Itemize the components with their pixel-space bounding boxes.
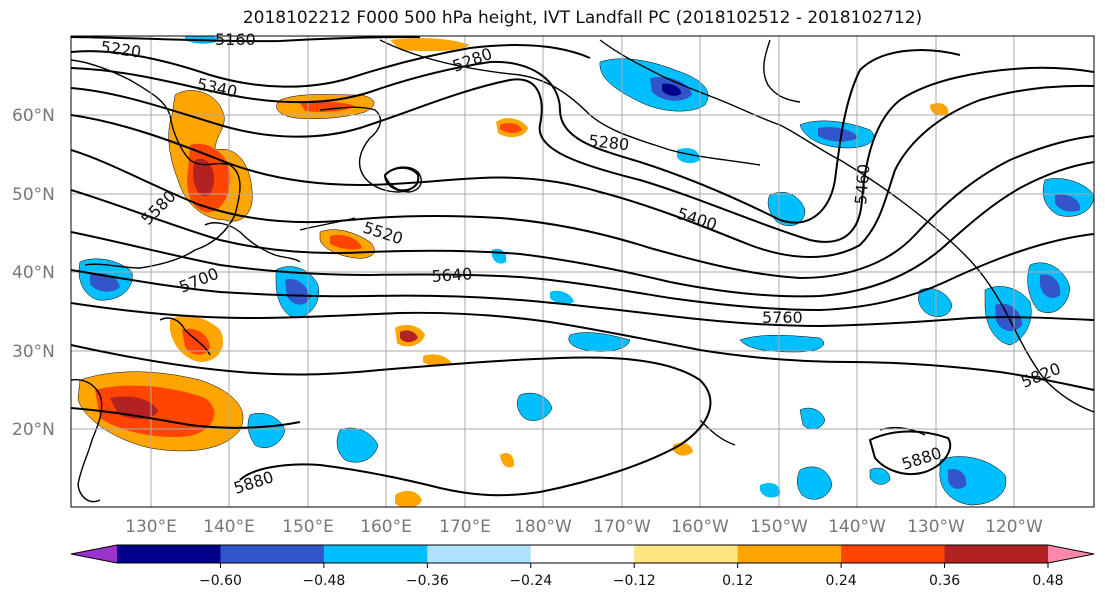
colorbar-swatch <box>323 545 428 563</box>
colorbar-swatch <box>220 545 325 563</box>
lon-label: 170°W <box>593 517 651 537</box>
colorbar-tick-label: 0.48 <box>1032 573 1063 589</box>
coastlines <box>71 39 1094 503</box>
map-title: 2018102212 F000 500 hPa height, IVT Land… <box>242 8 923 28</box>
height-contours <box>71 36 1094 497</box>
contour-label: 5460 <box>851 163 873 205</box>
colorbar-tick-label: −0.36 <box>406 573 449 589</box>
colorbar-swatch <box>530 545 635 563</box>
lon-label: 130°W <box>907 517 965 537</box>
colorbar-extend-high <box>1048 545 1094 563</box>
colorbar-swatch <box>427 545 532 563</box>
contour-label: 5280 <box>588 131 630 154</box>
lon-label: 120°W <box>985 517 1043 537</box>
lon-label: 140°W <box>828 517 886 537</box>
colorbar-swatch <box>117 545 221 563</box>
colorbar-swatch <box>944 545 1049 563</box>
lon-label: 150°W <box>750 517 808 537</box>
lat-label: 40°N <box>12 263 55 283</box>
longitude-labels: 130°E 140°E 150°E 160°E 170°E 180°W 170°… <box>125 517 1043 537</box>
lon-label: 160°E <box>360 517 412 537</box>
colorbar-tick-label: 0.24 <box>826 573 857 589</box>
latitude-labels: 60°N 50°N 40°N 30°N 20°N <box>12 106 55 440</box>
lon-label: 150°E <box>282 517 334 537</box>
lon-label: 140°E <box>203 517 255 537</box>
lat-label: 20°N <box>12 420 55 440</box>
contour-label: 5760 <box>762 308 803 327</box>
lon-label: 180°W <box>514 517 572 537</box>
lat-label: 30°N <box>12 342 55 362</box>
contour-label: 5640 <box>431 264 473 286</box>
colorbar: −0.60 −0.48 −0.36 −0.24 −0.12 0.12 0.24 0.36 0.4… <box>70 544 1095 589</box>
ivt-negative-patches <box>78 36 1094 506</box>
colorbar-swatch <box>634 545 739 563</box>
lat-label: 60°N <box>12 106 55 126</box>
map-border <box>70 35 1095 508</box>
lat-label: 50°N <box>12 185 55 205</box>
colorbar-tick-label: −0.60 <box>199 573 242 589</box>
colorbar-tick-label: 0.12 <box>722 573 753 589</box>
colorbar-tick-label: 0.36 <box>929 573 960 589</box>
colorbar-swatch <box>737 545 842 563</box>
colorbar-extend-low <box>71 545 117 563</box>
contour-label: 5160 <box>215 30 256 49</box>
colorbar-tick-label: −0.48 <box>302 573 345 589</box>
lon-label: 170°E <box>439 517 491 537</box>
lon-label: 130°E <box>125 517 177 537</box>
colorbar-swatch <box>841 545 946 563</box>
ivt-positive-patches <box>77 37 949 507</box>
colorbar-tick-label: −0.24 <box>509 573 552 589</box>
lon-label: 160°W <box>671 517 729 537</box>
colorbar-tick-label: −0.12 <box>613 573 656 589</box>
